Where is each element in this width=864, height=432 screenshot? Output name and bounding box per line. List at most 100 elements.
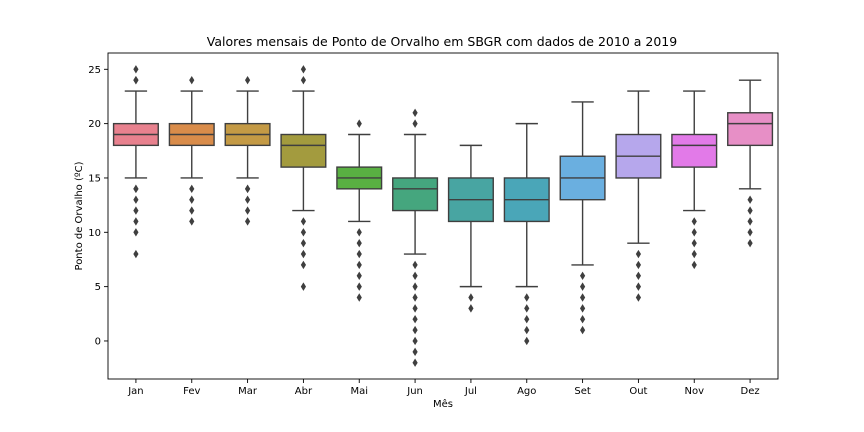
outlier-point (524, 325, 530, 335)
box-jun (392, 177, 439, 212)
y-tick-label: 15 (88, 173, 101, 184)
outlier-point (579, 271, 586, 280)
outlier-point (244, 195, 251, 204)
outlier-point (579, 293, 586, 302)
outlier-point (691, 228, 697, 237)
outlier-point (356, 238, 362, 248)
outlier-point (524, 293, 530, 302)
outlier-point (356, 260, 362, 270)
x-tick-label: Mar (238, 386, 258, 397)
outlier-point (747, 238, 753, 248)
box-group-mar (224, 75, 271, 226)
outlier-point (356, 249, 362, 259)
y-axis-label: Ponto de Orvalho (ºC) (74, 161, 85, 270)
y-tick-label: 10 (88, 228, 101, 239)
outlier-point (468, 304, 474, 313)
outlier-point (579, 304, 586, 313)
outlier-point (244, 75, 251, 85)
outlier-point (635, 282, 642, 291)
outlier-point (133, 249, 139, 259)
outlier-point (412, 336, 418, 346)
outlier-point (189, 75, 195, 85)
y-tick-label: 20 (88, 119, 101, 130)
outlier-point (524, 336, 530, 346)
box-abr (280, 133, 327, 168)
outlier-point (412, 358, 418, 367)
outlier-point (524, 315, 530, 324)
outlier-point (133, 228, 139, 237)
outlier-point (412, 119, 418, 128)
outlier-point (244, 184, 251, 194)
x-tick-label: Ago (517, 386, 536, 397)
outlier-point (133, 184, 139, 194)
box-group-jan (112, 65, 159, 259)
outlier-point (412, 347, 418, 357)
outlier-point (412, 315, 418, 324)
outlier-point (635, 260, 642, 270)
y-tick-label: 5 (95, 282, 101, 293)
x-tick-label: Out (629, 386, 647, 397)
outlier-point (356, 282, 362, 291)
outlier-point (412, 293, 418, 302)
x-tick-label: Abr (295, 386, 313, 397)
outlier-point (356, 293, 362, 302)
box-group-jul (447, 144, 494, 313)
outlier-point (300, 238, 307, 248)
x-axis: Jan Fev Mar Abr Mai Jun Jul Ago Set Out Nov Dez (127, 379, 760, 397)
box-group-mai (336, 119, 383, 302)
plot-area (112, 65, 774, 367)
box-group-abr (280, 65, 327, 291)
outlier-point (579, 282, 586, 291)
chart-title: Valores mensais de Ponto de Orvalho em S… (207, 34, 677, 49)
outlier-point (747, 217, 753, 226)
box-group-dez (727, 79, 774, 248)
y-axis: 0 5 10 15 20 25 (88, 65, 108, 347)
outlier-point (691, 238, 697, 248)
outlier-point (300, 260, 307, 270)
outlier-point (412, 260, 418, 270)
outlier-point (300, 228, 307, 237)
outlier-point (189, 184, 195, 194)
outlier-point (635, 249, 642, 259)
outlier-point (356, 271, 362, 280)
box-nov (671, 133, 718, 168)
outlier-point (300, 282, 307, 291)
outlier-point (412, 282, 418, 291)
x-tick-label: Jun (406, 386, 423, 397)
x-axis-label: Mês (433, 398, 453, 410)
outlier-point (412, 304, 418, 313)
outlier-point (133, 65, 139, 74)
outlier-point (412, 108, 418, 117)
x-tick-label: Dez (741, 386, 760, 397)
x-tick-label: Nov (684, 386, 704, 397)
outlier-point (579, 325, 586, 335)
plot-frame (107, 52, 779, 380)
outlier-point (579, 315, 586, 324)
x-tick-label: Fev (183, 386, 200, 397)
outlier-point (133, 195, 139, 204)
outlier-point (524, 304, 530, 313)
outlier-point (747, 228, 753, 237)
outlier-point (189, 206, 195, 215)
outlier-point (691, 217, 697, 226)
x-tick-label: Jan (127, 386, 143, 397)
outlier-point (244, 206, 251, 215)
outlier-point (691, 249, 697, 259)
box-group-fev (168, 75, 215, 226)
outlier-point (635, 271, 642, 280)
outlier-point (300, 249, 307, 259)
outlier-point (412, 325, 418, 335)
box-group-ago (503, 122, 550, 346)
outlier-point (300, 217, 307, 226)
outlier-point (133, 206, 139, 215)
outlier-point (747, 195, 753, 204)
x-tick-label: Mai (350, 386, 368, 397)
outlier-point (747, 206, 753, 215)
outlier-point (189, 195, 195, 204)
outlier-point (356, 119, 362, 128)
outlier-point (691, 260, 697, 270)
outlier-point (635, 293, 642, 302)
y-tick-label: 0 (95, 336, 101, 347)
y-tick-label: 25 (88, 65, 101, 76)
